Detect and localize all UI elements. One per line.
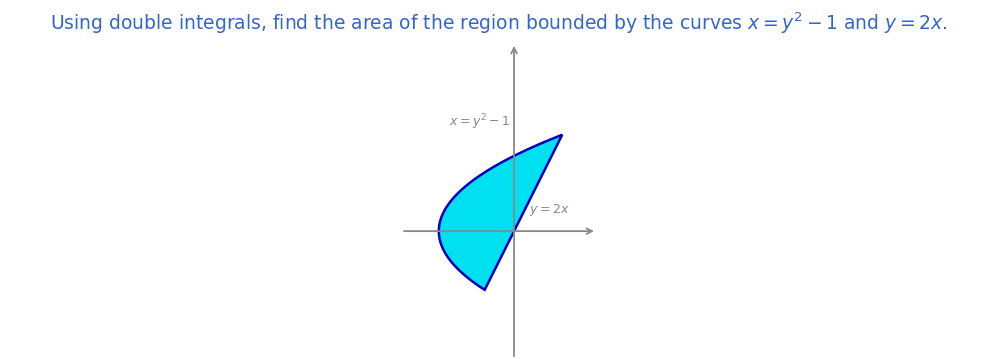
Text: $y = 2x$: $y = 2x$ [529, 202, 570, 218]
Polygon shape [439, 135, 562, 290]
Text: Using double integrals, find the area of the region bounded by the curves $x = y: Using double integrals, find the area of… [50, 11, 948, 36]
Text: $x = y^2 - 1$: $x = y^2 - 1$ [449, 112, 510, 132]
